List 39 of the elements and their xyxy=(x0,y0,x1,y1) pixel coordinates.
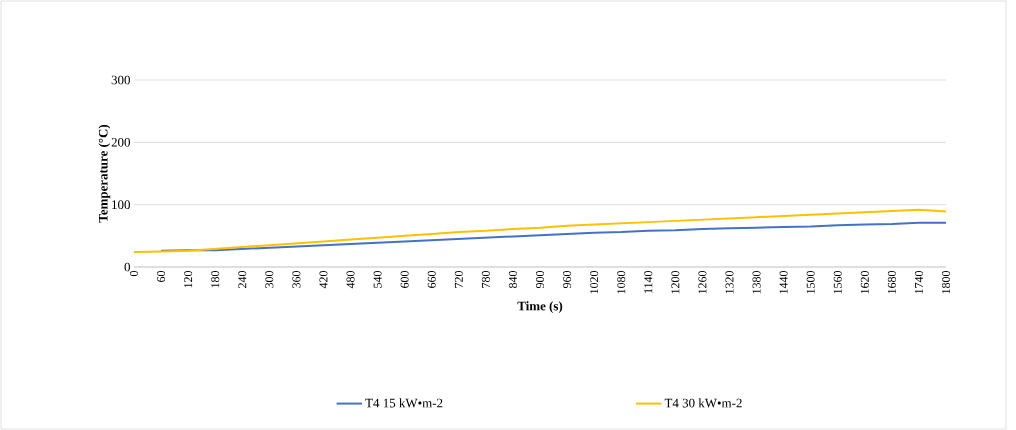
x-tick-label: 60 xyxy=(157,270,166,282)
x-tick-label: 1320 xyxy=(725,270,734,294)
y-axis-title: Temperature (°C) xyxy=(98,124,111,223)
x-tick-label: 1380 xyxy=(752,270,761,294)
x-tick-label: 120 xyxy=(184,270,193,288)
x-tick-label: 1620 xyxy=(860,270,869,294)
legend-label: T4 15 kW•m-2 xyxy=(365,398,443,408)
x-tick-label: 1560 xyxy=(833,270,842,294)
x-tick-label: 300 xyxy=(265,270,274,288)
x-tick-label: 600 xyxy=(400,270,409,288)
x-tick-label: 720 xyxy=(454,270,463,288)
x-tick-label: 1260 xyxy=(698,270,707,294)
x-tick-label: 0 xyxy=(129,270,139,277)
x-tick-label: 1080 xyxy=(617,270,626,294)
x-tick-label: 1020 xyxy=(590,270,599,294)
x-tick-label: 360 xyxy=(292,270,301,288)
x-tick-label: 1200 xyxy=(671,270,680,294)
x-tick-label: 840 xyxy=(508,270,517,288)
x-tick-label: 1680 xyxy=(887,270,896,294)
x-axis-title: Time (s) xyxy=(517,301,563,314)
x-tick-label: 900 xyxy=(535,270,545,289)
x-tick-label: 1140 xyxy=(644,270,653,293)
x-tick-label: 1740 xyxy=(914,270,923,294)
x-tick-label: 780 xyxy=(481,270,490,288)
x-tick-label: 240 xyxy=(238,270,247,288)
x-tick-label: 960 xyxy=(563,270,572,289)
x-tick-label: 420 xyxy=(319,270,328,289)
x-tick-label: 660 xyxy=(427,270,436,288)
x-tick-label: 540 xyxy=(373,270,382,288)
x-tick-label: 480 xyxy=(346,270,355,289)
x-tick-label: 1440 xyxy=(779,270,788,294)
y-tick-label: 100 xyxy=(112,200,130,210)
x-tick-label: 180 xyxy=(211,270,220,288)
y-tick-label: 200 xyxy=(111,137,130,147)
x-tick-label: 1500 xyxy=(806,270,815,294)
x-tick-label: 1800 xyxy=(941,270,951,294)
y-tick-label: 300 xyxy=(111,75,130,85)
y-tick-label: 0 xyxy=(124,262,130,272)
legend-label: T4 30 kW•m-2 xyxy=(664,398,742,408)
